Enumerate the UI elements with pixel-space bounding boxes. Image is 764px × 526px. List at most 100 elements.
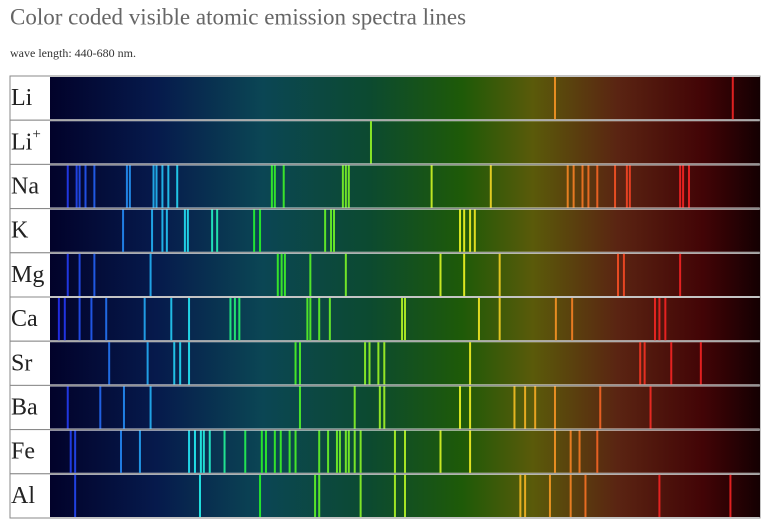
emission-line <box>188 298 191 341</box>
emission-line <box>596 430 599 473</box>
emission-line <box>99 386 102 429</box>
emission-line <box>138 430 141 473</box>
emission-line <box>328 298 331 341</box>
emission-line <box>57 298 60 341</box>
emission-line <box>404 474 406 517</box>
emission-line <box>404 298 406 341</box>
emission-line <box>572 165 575 208</box>
emission-line <box>318 474 321 517</box>
spectrum-band <box>50 209 760 252</box>
emission-line <box>63 298 66 341</box>
emission-line <box>298 386 301 429</box>
emission-line <box>66 386 69 429</box>
emission-line <box>459 386 462 429</box>
element-symbol: Li <box>11 129 33 155</box>
emission-line <box>151 209 154 252</box>
emission-line <box>306 298 309 341</box>
emission-line <box>93 165 96 208</box>
spectrum-band <box>50 386 760 429</box>
emission-line <box>596 165 599 208</box>
element-label: Ba <box>11 394 38 420</box>
emission-line <box>179 342 182 385</box>
emission-line <box>282 165 285 208</box>
emission-line <box>108 342 111 385</box>
emission-line <box>571 298 574 341</box>
emission-line <box>344 253 347 296</box>
emission-line <box>347 165 350 208</box>
emission-line <box>233 298 236 341</box>
emission-line <box>333 209 335 252</box>
emission-line <box>670 342 673 385</box>
emission-line <box>566 165 569 208</box>
emission-line <box>519 474 522 517</box>
emission-line <box>149 253 152 296</box>
emission-line <box>617 253 619 296</box>
emission-line <box>74 430 77 473</box>
emission-line <box>128 165 131 208</box>
emission-line <box>534 386 537 429</box>
emission-line <box>170 298 173 341</box>
emission-line <box>143 298 146 341</box>
emission-line <box>473 209 476 252</box>
emission-line <box>498 253 501 296</box>
emission-line <box>393 474 396 517</box>
emission-line <box>341 165 344 208</box>
emission-line <box>569 430 572 473</box>
element-symbol: Li <box>11 85 33 111</box>
emission-line <box>469 386 472 429</box>
emission-line <box>78 298 81 341</box>
emission-line <box>161 209 164 252</box>
emission-line <box>459 209 462 252</box>
emission-line <box>364 342 367 385</box>
emission-line <box>165 209 168 252</box>
emission-line <box>276 253 279 296</box>
emission-line <box>587 165 590 208</box>
emission-line <box>294 430 297 473</box>
emission-line <box>679 165 682 208</box>
element-symbol: Na <box>11 173 39 199</box>
element-symbol: Sr <box>11 350 32 376</box>
emission-line <box>176 165 179 208</box>
emission-line <box>469 342 472 385</box>
emission-line <box>298 342 301 385</box>
spectrum-band <box>50 253 760 296</box>
emission-line <box>353 386 356 429</box>
emission-line <box>569 474 572 517</box>
emission-line <box>125 165 128 208</box>
emission-line <box>578 430 581 473</box>
element-label: Ca <box>11 306 38 332</box>
emission-line <box>238 298 241 341</box>
emission-line <box>383 342 386 385</box>
emission-line <box>122 209 125 252</box>
emission-line <box>401 298 404 341</box>
emission-line <box>75 165 78 208</box>
emission-line <box>439 253 442 296</box>
emission-line <box>270 165 273 208</box>
emission-line <box>614 165 617 208</box>
emission-line <box>193 430 196 473</box>
emission-line <box>513 386 516 429</box>
emission-line <box>393 430 396 473</box>
emission-line <box>167 165 170 208</box>
emission-line <box>283 253 286 296</box>
emission-line <box>152 165 155 208</box>
emission-line <box>202 430 205 473</box>
emission-line <box>211 209 214 252</box>
emission-line <box>584 474 587 517</box>
emission-line <box>173 342 176 385</box>
emission-line <box>273 430 276 473</box>
emission-line <box>377 342 380 385</box>
emission-line <box>264 430 267 473</box>
emission-line <box>548 474 551 517</box>
emission-line <box>729 474 732 517</box>
emission-line <box>259 474 262 517</box>
emission-line <box>149 386 152 429</box>
emission-line <box>679 253 682 296</box>
emission-line <box>359 430 362 473</box>
emission-line <box>66 253 69 296</box>
emission-line <box>105 298 108 341</box>
emission-line <box>359 474 362 517</box>
emission-line <box>318 430 321 473</box>
emission-line <box>223 430 226 473</box>
